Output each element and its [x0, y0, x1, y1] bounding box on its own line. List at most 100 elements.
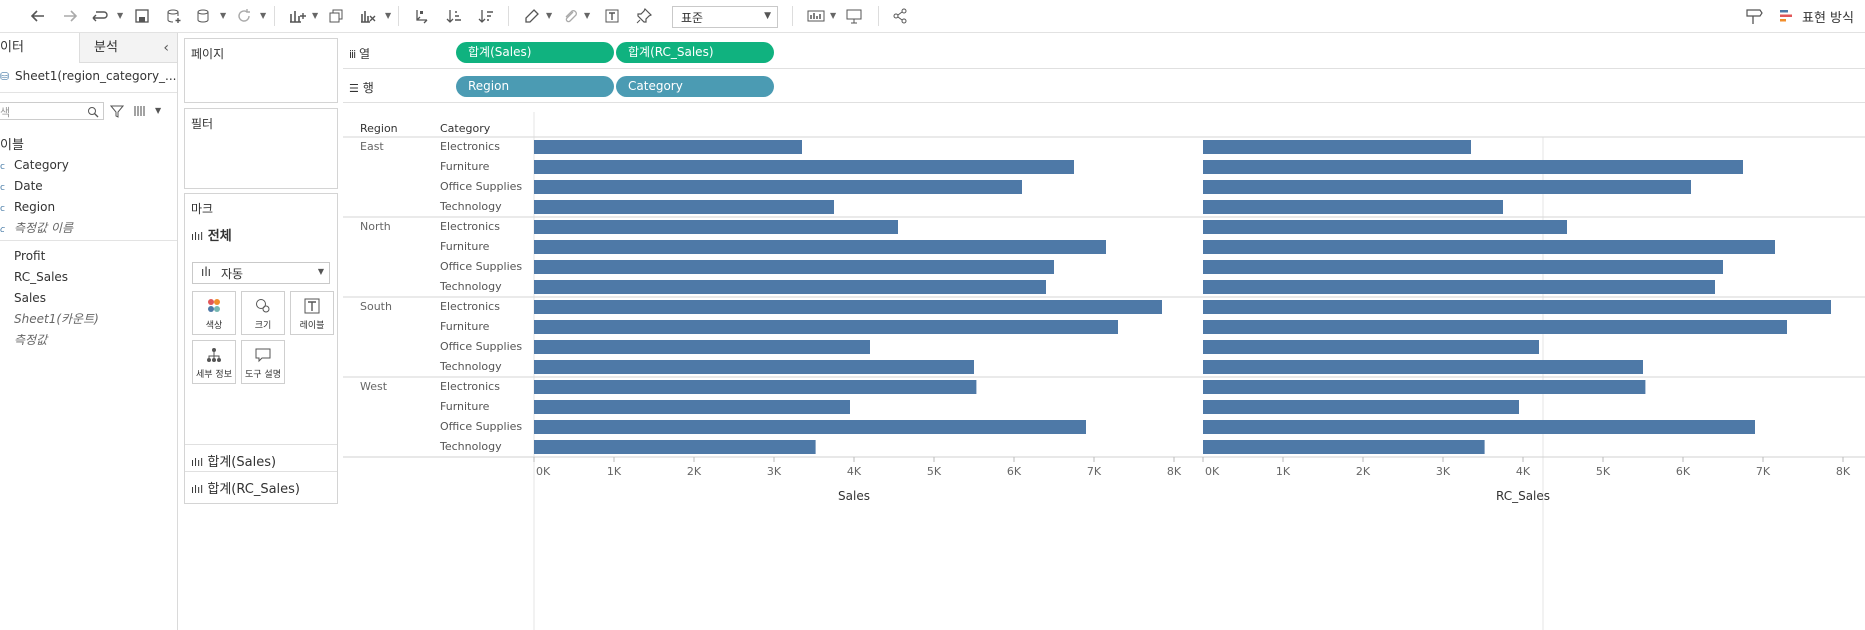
chevron-down-icon[interactable]: ▼	[584, 11, 591, 20]
color-label: 색상	[205, 321, 223, 331]
category-label[interactable]: Technology	[440, 200, 502, 213]
category-label[interactable]: Office Supplies	[440, 180, 523, 193]
size-button[interactable]: 크기	[241, 291, 285, 335]
show-mark-labels-icon[interactable]	[600, 4, 624, 28]
category-label[interactable]: Technology	[440, 440, 502, 453]
tables-header: 이블	[0, 138, 24, 153]
show-cards-icon[interactable]	[804, 4, 828, 28]
bar	[1203, 300, 1831, 314]
pill-sum-sales[interactable]: 합계(Sales)	[456, 42, 614, 63]
replay-icon[interactable]	[88, 4, 112, 28]
category-label[interactable]: Furniture	[440, 240, 490, 253]
label-button[interactable]: 레이블	[290, 291, 334, 335]
category-label[interactable]: Office Supplies	[440, 260, 523, 273]
filters-card[interactable]: 필터	[184, 108, 338, 189]
region-label[interactable]: South	[360, 300, 392, 313]
group-members-icon[interactable]	[558, 4, 582, 28]
sort-ascending-icon[interactable]	[442, 4, 466, 28]
rows-shelf-label: ☰ 행	[349, 79, 374, 96]
chevron-down-icon[interactable]: ▼	[117, 11, 124, 20]
search-field[interactable]: 색	[0, 102, 104, 120]
field-date[interactable]: c Date	[0, 177, 43, 195]
field-label: Category	[14, 158, 69, 172]
columns-shelf[interactable]: iii 열 합계(Sales) 합계(RC_Sales)	[343, 38, 1865, 69]
field-rc-sales[interactable]: RC_Sales	[0, 268, 68, 286]
presentation-mode-icon[interactable]	[842, 4, 866, 28]
field-measure-values[interactable]: 측정값	[0, 331, 47, 349]
chevron-down-icon[interactable]: ▼	[385, 11, 392, 20]
clear-sheet-icon[interactable]	[356, 4, 380, 28]
swap-rows-columns-icon[interactable]	[410, 4, 434, 28]
show-me-label: 표현 방식	[1802, 10, 1854, 26]
chevron-down-icon[interactable]: ▼	[830, 11, 837, 20]
sort-descending-icon[interactable]	[474, 4, 498, 28]
field-profit[interactable]: Profit	[0, 247, 45, 265]
duplicate-icon[interactable]	[324, 4, 348, 28]
category-label[interactable]: Furniture	[440, 320, 490, 333]
field-category[interactable]: c Category	[0, 156, 69, 174]
new-worksheet-icon[interactable]	[286, 4, 310, 28]
color-button[interactable]: 색상	[192, 291, 236, 335]
share-icon[interactable]	[888, 4, 912, 28]
tooltip-sign-icon[interactable]	[1742, 4, 1766, 28]
category-label[interactable]: Office Supplies	[440, 340, 523, 353]
chevron-down-icon[interactable]: ▼	[260, 11, 267, 20]
refresh-icon[interactable]	[232, 4, 256, 28]
pin-icon[interactable]	[632, 4, 656, 28]
bar-chart-icon: ılıl	[191, 483, 204, 496]
region-label[interactable]: North	[360, 220, 391, 233]
pill-region[interactable]: Region	[456, 76, 614, 97]
marks-card: 마크 ılıl 전체 ılı 자동 ▼ 색상 크기 레이블 세부 정보 도구 설…	[184, 193, 338, 504]
category-label[interactable]: Office Supplies	[440, 420, 523, 433]
bar	[534, 360, 974, 374]
chevron-down-icon[interactable]: ▼	[220, 11, 227, 20]
marks-rc-sales-section[interactable]: ılıl 합계(RC_Sales)	[191, 478, 300, 497]
collapse-icon[interactable]: ‹	[163, 40, 169, 56]
region-label[interactable]: East	[360, 140, 384, 153]
mark-type-dropdown[interactable]: ılı 자동 ▼	[192, 262, 330, 284]
rows-shelf[interactable]: ☰ 행 Region Category	[343, 72, 1865, 103]
datasource-item[interactable]: ⛁ Sheet1(region_category_...	[0, 69, 177, 89]
filter-icon[interactable]	[110, 104, 124, 118]
category-label[interactable]: Electronics	[440, 220, 500, 233]
detail-button[interactable]: 세부 정보	[192, 340, 236, 384]
marks-sales-section[interactable]: ılıl 합계(Sales)	[191, 451, 276, 470]
category-label[interactable]: Technology	[440, 360, 502, 373]
pill-category[interactable]: Category	[616, 76, 774, 97]
pause-update-icon[interactable]	[192, 4, 216, 28]
chevron-down-icon[interactable]: ▼	[312, 11, 319, 20]
category-label[interactable]: Furniture	[440, 400, 490, 413]
undo-icon[interactable]	[26, 4, 50, 28]
columns-label-text: 열	[359, 47, 371, 61]
pages-card[interactable]: 페이지	[184, 38, 338, 103]
row-header-region[interactable]: Region	[360, 122, 398, 135]
tab-analysis[interactable]: 분석 ‹	[79, 33, 177, 63]
category-label[interactable]: Electronics	[440, 140, 500, 153]
tooltip-button[interactable]: 도구 설명	[241, 340, 285, 384]
bar	[534, 140, 802, 154]
save-icon[interactable]	[130, 4, 154, 28]
tab-data[interactable]: 이터	[0, 33, 79, 63]
chevron-down-icon[interactable]: ▼	[155, 106, 162, 115]
show-me-button[interactable]: 표현 방식	[1780, 4, 1854, 28]
field-label: 측정값 이름	[14, 221, 74, 235]
fit-dropdown[interactable]: 표준 ▼	[672, 6, 778, 28]
pill-sum-rc-sales[interactable]: 합계(RC_Sales)	[616, 42, 774, 63]
category-label[interactable]: Technology	[440, 280, 502, 293]
region-label[interactable]: West	[360, 380, 388, 393]
highlight-icon[interactable]	[520, 4, 544, 28]
chevron-down-icon[interactable]: ▼	[546, 11, 553, 20]
marks-all-header[interactable]: ılıl 전체	[191, 225, 232, 244]
category-label[interactable]: Electronics	[440, 300, 500, 313]
new-datasource-icon[interactable]	[162, 4, 186, 28]
field-record-count[interactable]: Sheet1(카운트)	[0, 310, 99, 328]
field-sales[interactable]: Sales	[0, 289, 46, 307]
category-label[interactable]: Furniture	[440, 160, 490, 173]
category-label[interactable]: Electronics	[440, 380, 500, 393]
redo-icon[interactable]	[58, 4, 82, 28]
field-region[interactable]: c Region	[0, 198, 55, 216]
view-toggle-icon[interactable]	[134, 105, 148, 117]
field-measure-names[interactable]: c 측정값 이름	[0, 219, 73, 237]
row-header-category[interactable]: Category	[440, 122, 491, 135]
divider	[0, 92, 177, 93]
